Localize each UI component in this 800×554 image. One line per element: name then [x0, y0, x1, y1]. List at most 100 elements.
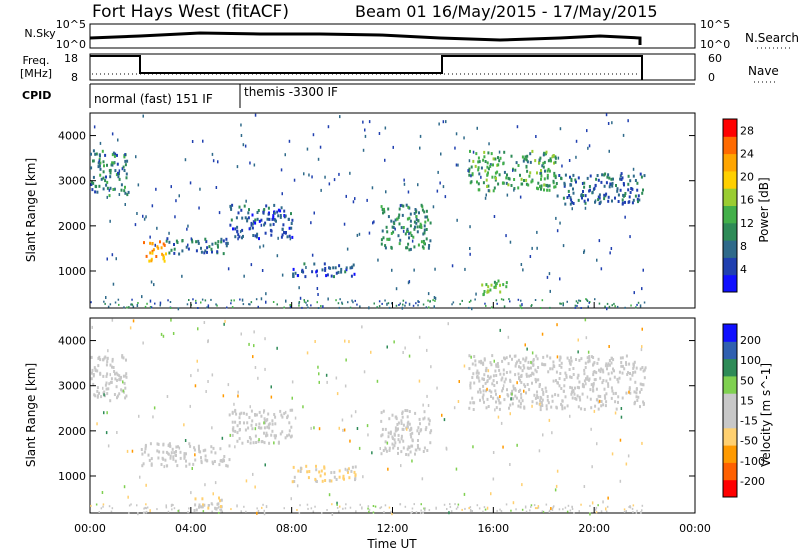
echo-mark [550, 159, 552, 163]
echo-mark [428, 422, 431, 426]
echo-mark [562, 304, 564, 307]
echo-mark [414, 411, 417, 415]
colorbar-tick-label: 24 [740, 148, 754, 161]
echo-mark [112, 161, 115, 165]
echo-mark [211, 426, 213, 430]
echo-mark [217, 506, 219, 509]
echo-mark [552, 360, 555, 364]
echo-mark [245, 412, 248, 416]
echo-mark [565, 375, 568, 379]
echo-mark [408, 428, 411, 432]
echo-mark [423, 224, 426, 228]
echo-mark [125, 394, 128, 398]
echo-mark [248, 416, 251, 419]
echo-mark [354, 410, 357, 414]
echo-mark [491, 382, 494, 386]
echo-mark [355, 510, 357, 513]
echo-mark [387, 238, 390, 241]
echo-mark [529, 373, 532, 377]
echo-mark [624, 192, 627, 195]
echo-mark [257, 426, 260, 429]
echo-mark [179, 450, 182, 454]
echo-mark [224, 319, 226, 323]
echo-mark [561, 404, 564, 408]
echo-mark [155, 255, 158, 258]
echo-mark [345, 503, 347, 506]
echo-mark [106, 357, 109, 360]
echo-mark [537, 366, 540, 369]
echo-mark [314, 340, 316, 343]
echo-mark [273, 441, 275, 445]
echo-mark [468, 306, 470, 309]
echo-mark [388, 306, 391, 309]
echo-mark [441, 413, 443, 417]
echo-mark [610, 396, 613, 400]
echo-mark [590, 355, 593, 359]
echo-mark [521, 303, 523, 307]
echo-mark [519, 366, 522, 370]
echo-mark [605, 392, 608, 396]
echo-mark [323, 472, 326, 476]
echo-mark [184, 158, 187, 162]
echo-mark [243, 411, 245, 415]
echo-mark [126, 449, 129, 453]
echo-mark [202, 503, 204, 507]
echo-mark [116, 431, 118, 434]
echo-mark [457, 163, 459, 167]
echo-mark [272, 222, 275, 226]
echo-mark [238, 235, 241, 239]
echo-mark [586, 176, 589, 180]
echo-mark [362, 148, 365, 152]
echo-mark [395, 304, 398, 307]
echo-mark [392, 145, 394, 149]
echo-mark [521, 155, 524, 159]
echo-mark [559, 372, 562, 375]
echo-mark [542, 433, 544, 437]
echo-mark [489, 164, 492, 168]
echo-mark [625, 462, 628, 466]
echo-mark [404, 232, 407, 236]
echo-mark [644, 366, 647, 370]
echo-mark [474, 164, 477, 168]
echo-mark [102, 391, 105, 395]
echo-mark [144, 443, 147, 447]
echo-mark [606, 364, 609, 368]
echo-mark [267, 206, 270, 210]
echo-mark [595, 387, 598, 391]
echo-mark [207, 380, 209, 383]
echo-mark [470, 180, 473, 184]
echo-mark [185, 459, 187, 463]
echo-mark [501, 376, 504, 380]
echo-mark [551, 394, 554, 398]
echo-mark [370, 350, 372, 354]
echo-mark [381, 302, 383, 305]
echo-mark [167, 452, 170, 456]
echo-mark [290, 425, 293, 429]
echo-mark [521, 399, 524, 403]
echo-mark [117, 175, 120, 179]
echo-mark [352, 200, 355, 204]
echo-mark [173, 247, 176, 251]
echo-mark [98, 164, 101, 168]
echo-mark [236, 431, 239, 435]
echo-mark [380, 419, 383, 423]
echo-mark [408, 354, 411, 358]
echo-mark [572, 202, 575, 205]
echo-mark [491, 175, 494, 179]
echo-mark [525, 391, 527, 395]
echo-mark [584, 366, 587, 369]
echo-mark [564, 202, 567, 206]
echo-mark [126, 193, 129, 197]
echo-mark [514, 354, 517, 358]
echo-mark [122, 380, 124, 384]
echo-mark [627, 188, 630, 192]
echo-mark [556, 194, 559, 198]
echo-mark [428, 306, 430, 309]
echo-mark [552, 154, 555, 157]
echo-mark [178, 446, 181, 450]
echo-mark [161, 456, 164, 460]
echo-mark [530, 360, 532, 364]
echo-mark [542, 153, 545, 157]
echo-mark [236, 229, 239, 233]
